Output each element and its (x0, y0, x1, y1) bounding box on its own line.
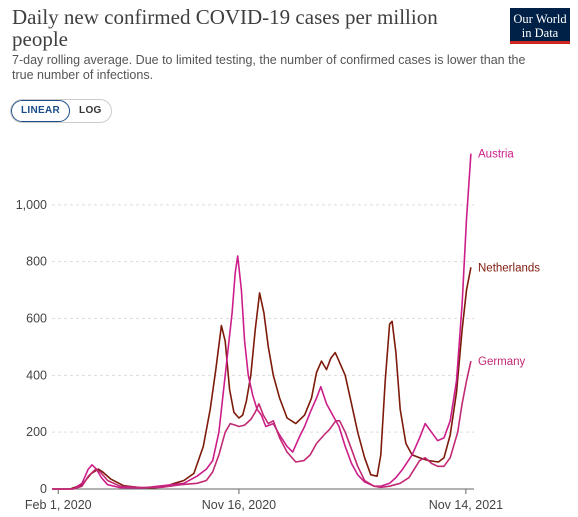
series-line-germany (52, 360, 472, 490)
y-tick-label: 600 (26, 312, 47, 326)
gridlines (52, 204, 474, 433)
series-labels: Netherlands Austria Germany (478, 149, 540, 368)
linear-scale-button[interactable]: LINEAR (11, 100, 71, 122)
series-label-netherlands: Netherlands (478, 262, 540, 274)
series-lines (52, 153, 472, 490)
logo-accent-bar (510, 41, 570, 44)
x-tick-label: Nov 14, 2021 (429, 498, 503, 512)
logo-line-2: in Data (521, 26, 559, 40)
y-axis-ticks: 0 200 400 600 800 1,000 (16, 198, 47, 496)
scale-toggle[interactable]: LINEAR LOG (10, 99, 112, 123)
y-tick-label: 400 (26, 368, 47, 382)
y-tick-label: 0 (40, 482, 47, 496)
owid-logo[interactable]: Our World in Data (510, 8, 570, 44)
series-label-austria: Austria (478, 149, 514, 161)
chart-subtitle: 7-day rolling average. Due to limited te… (12, 53, 526, 82)
series-line-austria (52, 153, 472, 490)
x-axis: Feb 1, 2020 Nov 16, 2020 Nov 14, 2021 (25, 488, 503, 512)
y-tick-label: 800 (26, 255, 47, 269)
y-tick-label: 200 (26, 425, 47, 439)
chart-title: Daily new confirmed COVID-19 cases per m… (12, 5, 438, 51)
log-scale-button[interactable]: LOG (79, 105, 102, 116)
series-label-germany: Germany (478, 356, 526, 368)
logo-line-1: Our World (513, 12, 567, 26)
x-tick-label: Feb 1, 2020 (25, 498, 92, 512)
x-tick-label: Nov 16, 2020 (202, 498, 276, 512)
series-line-netherlands (52, 267, 472, 490)
y-tick-label: 1,000 (16, 198, 47, 212)
